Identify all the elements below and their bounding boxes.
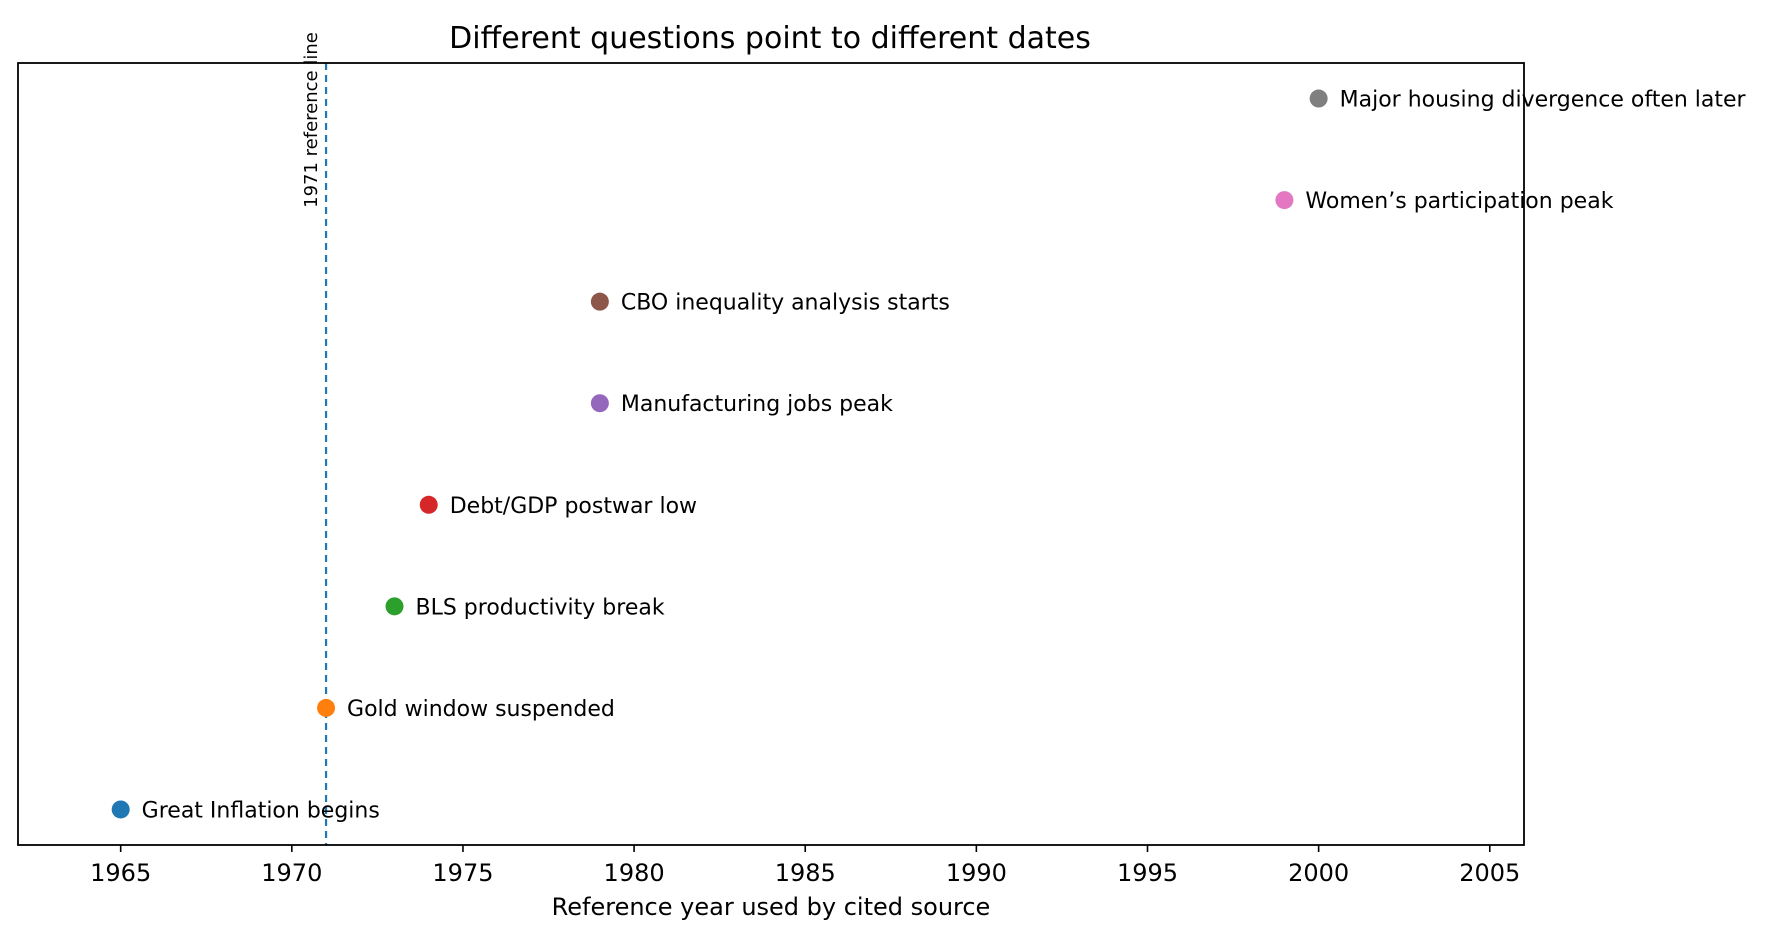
data-point-label: Great Inflation begins <box>142 798 380 823</box>
x-tick-label: 2000 <box>1288 859 1349 887</box>
data-point <box>111 800 130 819</box>
x-tick-label: 1970 <box>261 859 322 887</box>
data-point <box>590 394 609 413</box>
data-point <box>419 495 438 514</box>
data-point-label: BLS productivity break <box>416 595 665 620</box>
chart-title: Different questions point to different d… <box>449 21 1091 56</box>
x-tick-label: 1990 <box>946 859 1007 887</box>
reference-line-label: 1971 reference line <box>301 32 322 208</box>
data-point <box>1309 89 1328 108</box>
x-tick-label: 1980 <box>604 859 665 887</box>
x-tick-label: 1975 <box>432 859 493 887</box>
x-tick-label: 1995 <box>1117 859 1178 887</box>
data-point-label: Women’s participation peak <box>1305 189 1613 214</box>
data-point <box>317 698 336 717</box>
data-point-label: Manufacturing jobs peak <box>621 392 893 417</box>
data-point <box>385 597 404 616</box>
data-point-label: Major housing divergence often later <box>1340 88 1747 113</box>
data-point-label: Debt/GDP postwar low <box>450 494 697 519</box>
plot-frame <box>17 62 1525 846</box>
data-points: Great Inflation begins Gold window suspen… <box>111 88 1747 823</box>
data-point-label: CBO inequality analysis starts <box>621 291 950 316</box>
data-point <box>1275 191 1294 210</box>
data-point-label: Gold window suspended <box>347 697 615 722</box>
x-tick-label: 1985 <box>775 859 836 887</box>
x-tick-label: 1965 <box>90 859 151 887</box>
x-axis-ticks: 1965 1970 1975 1980 1985 1990 1995 2000 2005 <box>90 845 1520 887</box>
x-axis-label: Reference year used by cited source <box>552 893 991 921</box>
x-tick-label: 2005 <box>1459 859 1520 887</box>
data-point <box>590 292 609 311</box>
